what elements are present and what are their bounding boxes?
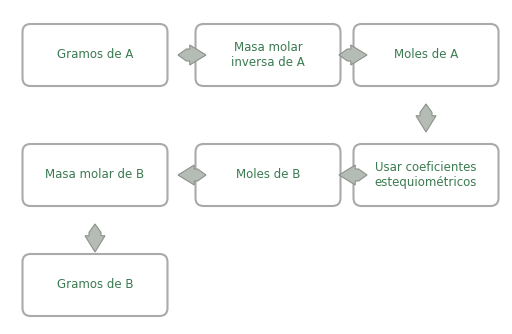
FancyBboxPatch shape bbox=[23, 144, 167, 206]
FancyBboxPatch shape bbox=[353, 24, 499, 86]
Text: Moles de A: Moles de A bbox=[394, 48, 458, 61]
Text: Gramos de B: Gramos de B bbox=[57, 279, 133, 292]
Polygon shape bbox=[178, 45, 206, 65]
Text: Gramos de A: Gramos de A bbox=[57, 48, 133, 61]
FancyBboxPatch shape bbox=[23, 24, 167, 86]
FancyBboxPatch shape bbox=[196, 24, 340, 86]
Text: Usar coeficientes
estequiométricos: Usar coeficientes estequiométricos bbox=[375, 161, 477, 189]
Polygon shape bbox=[416, 104, 436, 132]
Text: Masa molar
inversa de A: Masa molar inversa de A bbox=[231, 41, 305, 69]
Polygon shape bbox=[339, 165, 367, 185]
FancyBboxPatch shape bbox=[196, 144, 340, 206]
Text: Masa molar de B: Masa molar de B bbox=[46, 168, 144, 181]
FancyBboxPatch shape bbox=[23, 254, 167, 316]
Polygon shape bbox=[339, 45, 367, 65]
Text: Moles de B: Moles de B bbox=[236, 168, 300, 181]
FancyBboxPatch shape bbox=[353, 144, 499, 206]
Polygon shape bbox=[85, 224, 105, 252]
Polygon shape bbox=[178, 165, 206, 185]
